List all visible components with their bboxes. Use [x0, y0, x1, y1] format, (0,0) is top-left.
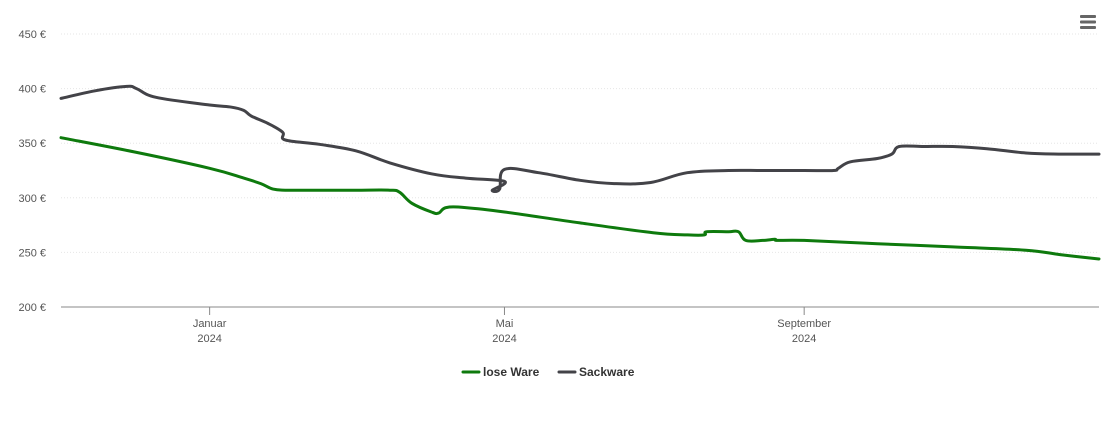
x-tick-sublabel: 2024 [197, 333, 221, 345]
legend-item-sackware[interactable]: Sackware [557, 365, 635, 379]
x-tick-sublabel: 2024 [792, 333, 816, 345]
series-line-lose-ware [59, 136, 1101, 261]
series-line-sackware [59, 84, 1101, 194]
x-tick-sublabel: 2024 [492, 333, 516, 345]
y-tick-label: 300 € [18, 193, 46, 205]
y-tick-label: 450 € [18, 29, 46, 41]
menu-icon[interactable] [1076, 12, 1100, 32]
legend: lose Ware Sackware [461, 365, 635, 379]
series-layer [59, 84, 1101, 261]
x-tick-label: September [777, 318, 831, 330]
grid-layer [61, 33, 1099, 253]
legend-label: lose Ware [483, 365, 540, 379]
y-tick-label: 200 € [18, 302, 46, 314]
x-tick-label: Mai [496, 318, 514, 330]
y-tick-label: 250 € [18, 247, 46, 259]
x-tick-label: Januar [193, 318, 227, 330]
y-tick-label: 400 € [18, 84, 46, 96]
y-tick-label: 350 € [18, 138, 46, 150]
axis-layer: 200 € 250 € 300 € 350 € 400 € 450 € Januar 2024… [18, 29, 1099, 345]
legend-label: Sackware [579, 365, 635, 379]
legend-item-lose-ware[interactable]: lose Ware [461, 365, 540, 379]
